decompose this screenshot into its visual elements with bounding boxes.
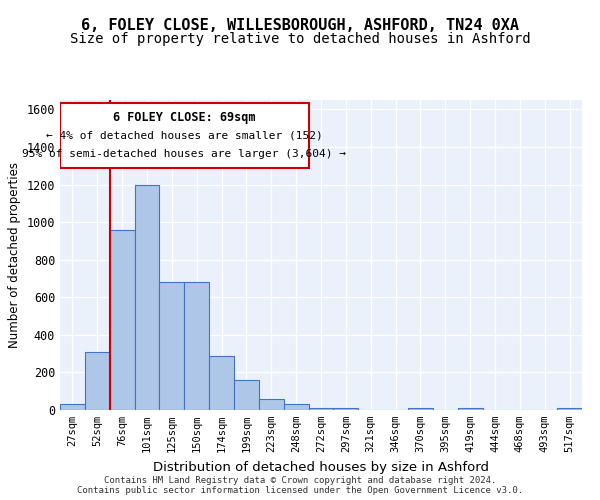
Text: 95% of semi-detached houses are larger (3,604) →: 95% of semi-detached houses are larger (… (22, 149, 346, 159)
Bar (557, 408, 582, 410)
Y-axis label: Number of detached properties: Number of detached properties (8, 162, 21, 348)
Text: Size of property relative to detached houses in Ashford: Size of property relative to detached ho… (70, 32, 530, 46)
X-axis label: Distribution of detached houses by size in Ashford: Distribution of detached houses by size … (153, 460, 489, 473)
Text: ← 4% of detached houses are smaller (152): ← 4% of detached houses are smaller (152… (46, 130, 323, 140)
Bar (259, 398, 284, 410)
Bar (234, 380, 259, 410)
Bar (85, 352, 110, 410)
Bar (134, 184, 160, 410)
Bar (60, 404, 85, 410)
FancyBboxPatch shape (60, 103, 308, 168)
Text: 6 FOLEY CLOSE: 69sqm: 6 FOLEY CLOSE: 69sqm (113, 111, 256, 124)
Bar (408, 408, 433, 410)
Bar (458, 408, 482, 410)
Text: 6, FOLEY CLOSE, WILLESBOROUGH, ASHFORD, TN24 0XA: 6, FOLEY CLOSE, WILLESBOROUGH, ASHFORD, … (81, 18, 519, 32)
Bar (209, 356, 234, 410)
Bar (160, 282, 184, 410)
Bar (308, 408, 334, 410)
Bar (334, 408, 358, 410)
Bar (284, 404, 308, 410)
Bar (110, 230, 134, 410)
Bar (184, 282, 209, 410)
Text: Contains HM Land Registry data © Crown copyright and database right 2024.
Contai: Contains HM Land Registry data © Crown c… (77, 476, 523, 495)
